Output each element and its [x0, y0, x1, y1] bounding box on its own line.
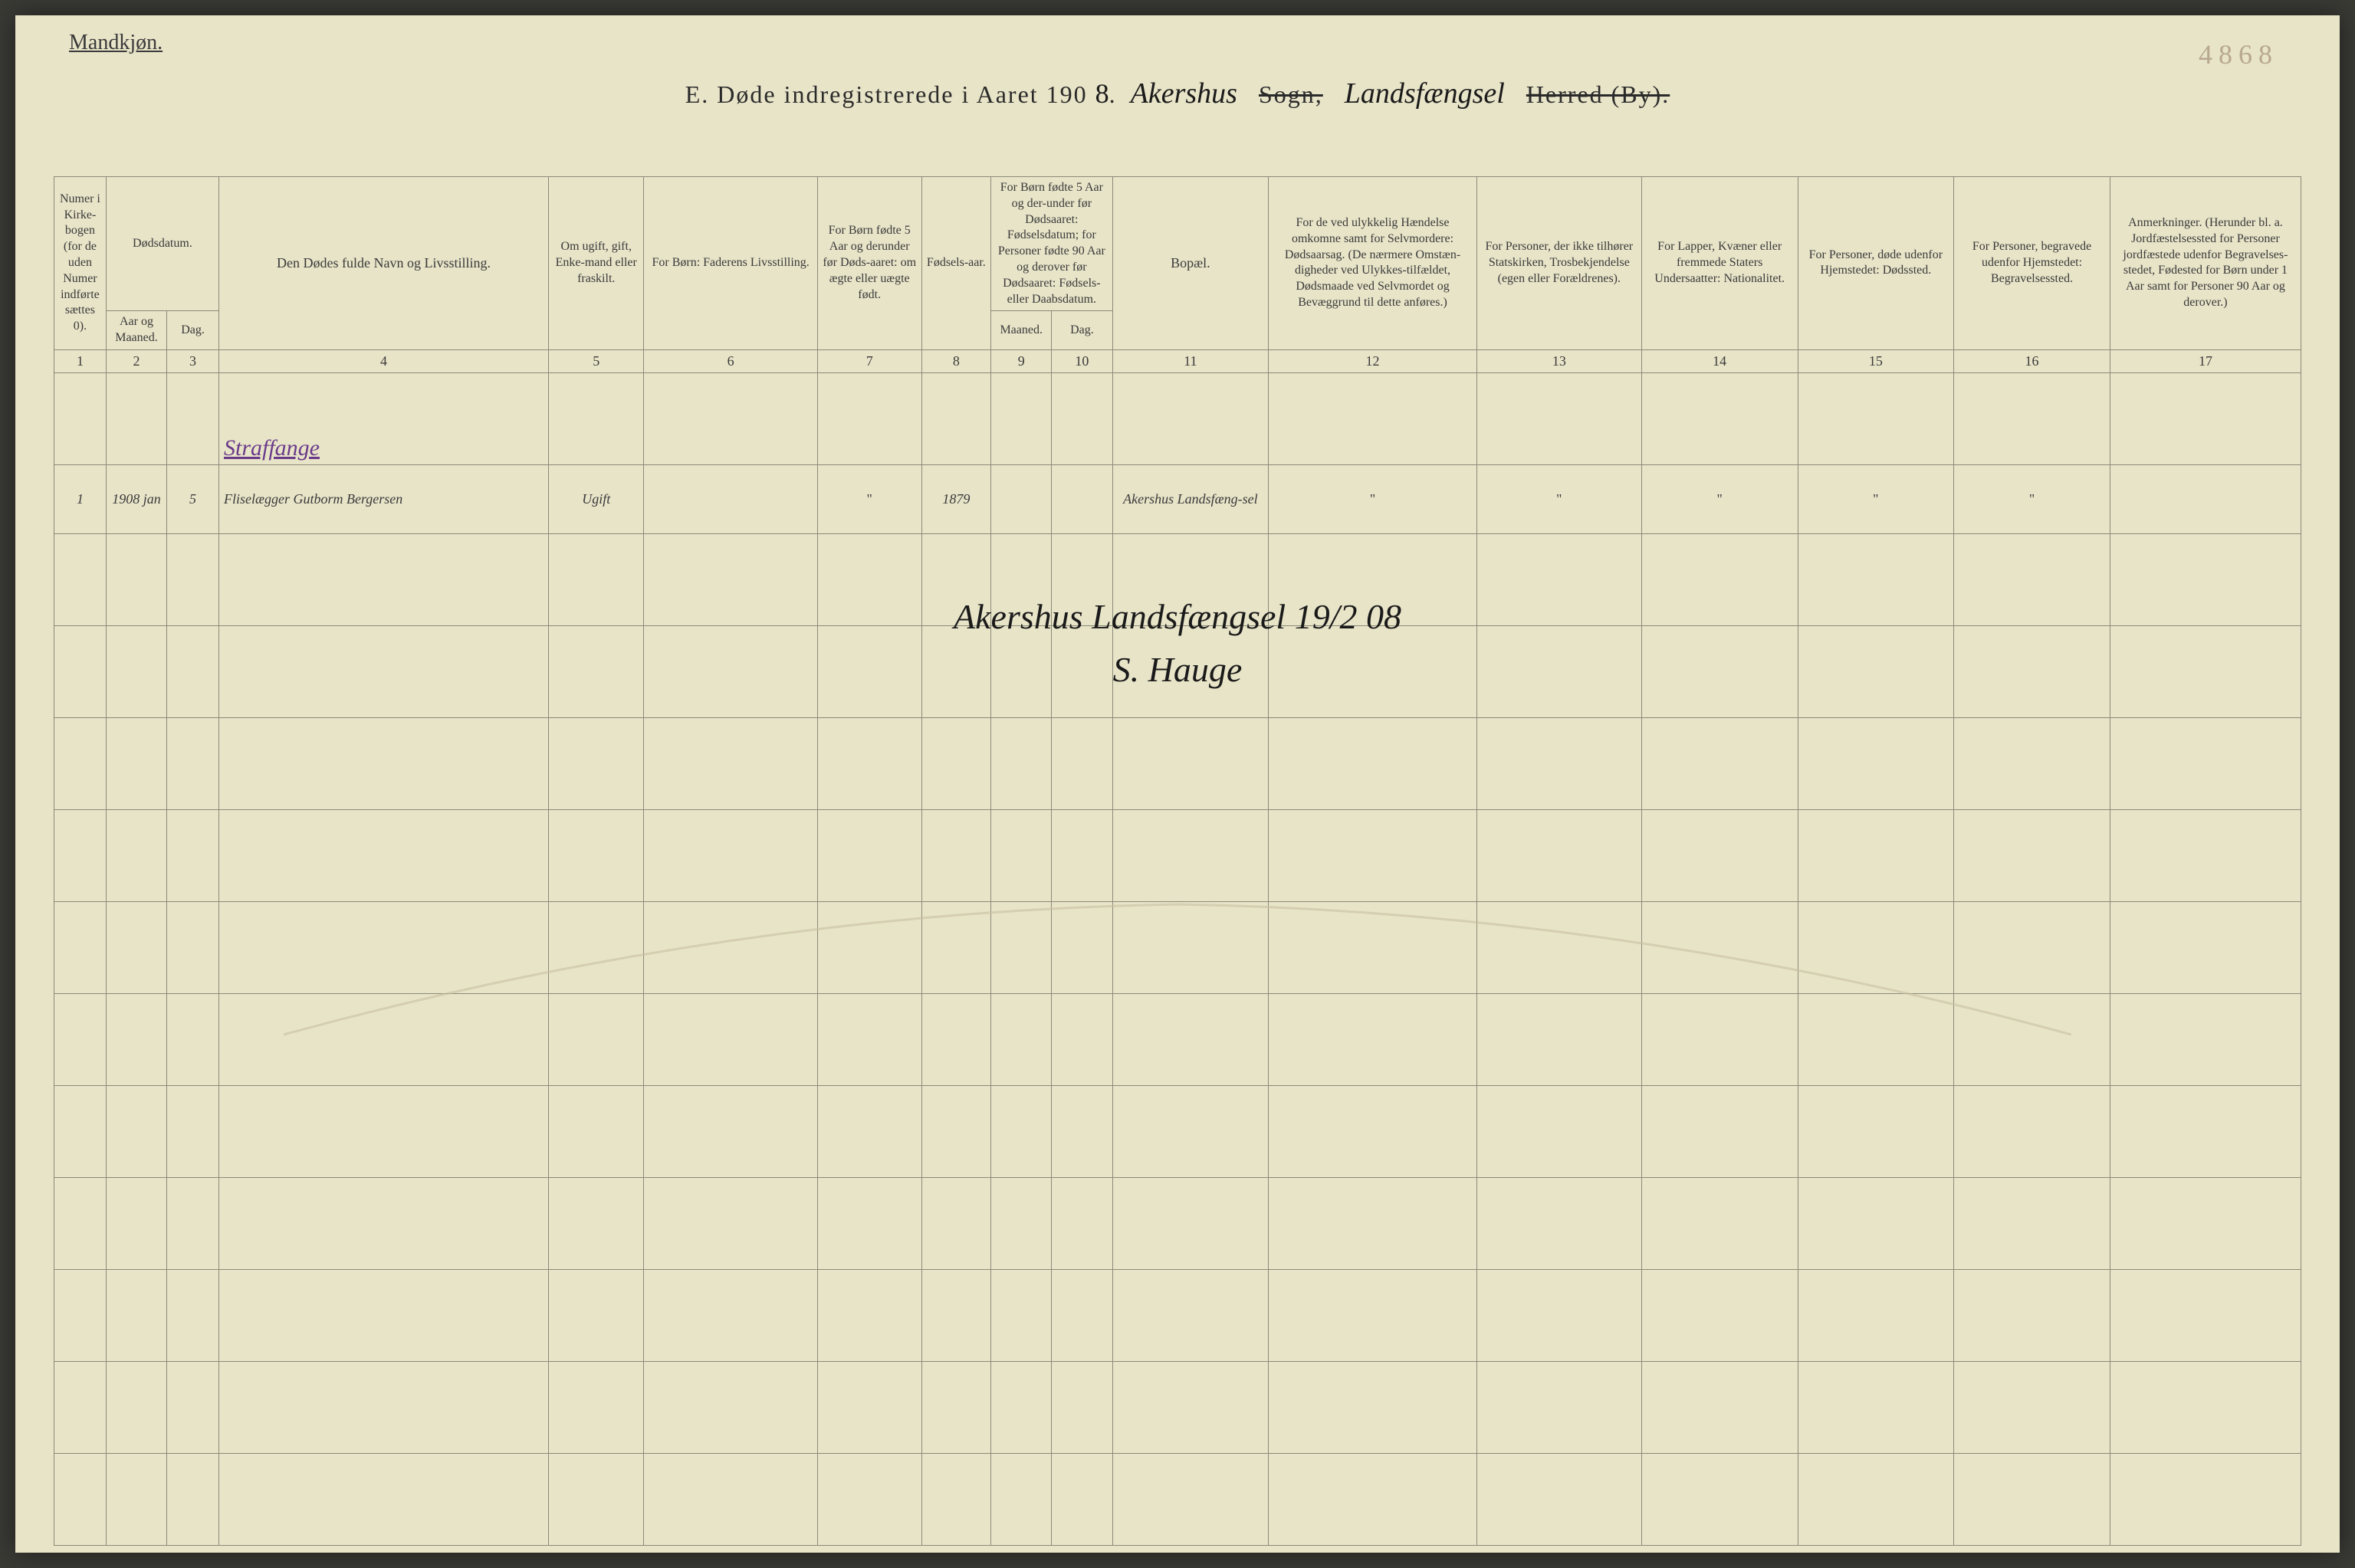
entry-residence: Akershus Landsfæng-sel [1112, 464, 1269, 533]
register-table: Numer i Kirke-bogen (for de uden Numer i… [54, 176, 2301, 1546]
colnum: 11 [1112, 349, 1269, 372]
col-header-dodsdatum: Dødsdatum. [106, 177, 218, 311]
col-header-9: Maaned. [991, 311, 1052, 350]
table-row: Straffange [54, 372, 2301, 464]
column-number-row: 1 2 3 4 5 6 7 8 9 10 11 12 13 14 15 16 1 [54, 349, 2301, 372]
col-header-4: Den Dødes fulde Navn og Livsstilling. [218, 177, 548, 350]
entry-c16: " [1954, 464, 2110, 533]
col-header-3: Dag. [167, 311, 219, 350]
col-header-12: For de ved ulykkelig Hændelse omkomne sa… [1269, 177, 1477, 350]
table-row: 1 1908 jan 5 Fliselægger Gutborm Bergers… [54, 464, 2301, 533]
colnum: 6 [644, 349, 817, 372]
colnum: 12 [1269, 349, 1477, 372]
colnum: 5 [549, 349, 644, 372]
colnum: 17 [2110, 349, 2301, 372]
entry-c7: " [817, 464, 921, 533]
colnum: 7 [817, 349, 921, 372]
entry-name: Fliselægger Gutborm Bergersen [218, 464, 548, 533]
entry-c6 [644, 464, 817, 533]
table-body: Straffange 1 1908 jan 5 Fliselægger Gutb… [54, 372, 2301, 1545]
table-row [54, 993, 2301, 1085]
register-page: Mandkjøn. 4868 E. Døde indregistrerede i… [15, 15, 2340, 1553]
colnum: 10 [1052, 349, 1112, 372]
colnum: 3 [167, 349, 219, 372]
entry-c17 [2110, 464, 2301, 533]
table-row [54, 625, 2301, 717]
col-header-2: Aar og Maaned. [106, 311, 166, 350]
colnum: 4 [218, 349, 548, 372]
col-header-13: For Personer, der ikke tilhører Statskir… [1476, 177, 1641, 350]
col-header-15: For Personer, døde udenfor Hjemstedet: D… [1798, 177, 1954, 350]
entry-c12: " [1269, 464, 1477, 533]
col-header-6: For Børn: Faderens Livsstilling. [644, 177, 817, 350]
prisoner-label: Straffange [224, 435, 320, 461]
colnum: 2 [106, 349, 166, 372]
table-row [54, 1085, 2301, 1177]
col-header-17: Anmerkninger. (Herunder bl. a. Jordfæste… [2110, 177, 2301, 350]
table-row [54, 533, 2301, 625]
entry-c10 [1052, 464, 1112, 533]
table-row [54, 901, 2301, 993]
table-row [54, 1361, 2301, 1453]
entry-number: 1 [54, 464, 107, 533]
entry-day: 5 [167, 464, 219, 533]
gender-label: Mandkjøn. [69, 31, 163, 55]
col-header-7: For Børn fødte 5 Aar og derunder før Død… [817, 177, 921, 350]
table-row [54, 1453, 2301, 1545]
table-head: Numer i Kirke-bogen (for de uden Numer i… [54, 177, 2301, 373]
col-header-16: For Personer, begravede udenfor Hjemsted… [1954, 177, 2110, 350]
colnum: 9 [991, 349, 1052, 372]
col-header-10: Dag. [1052, 311, 1112, 350]
colnum: 16 [1954, 349, 2110, 372]
table-row [54, 809, 2301, 901]
entry-c13: " [1476, 464, 1641, 533]
entry-c15: " [1798, 464, 1954, 533]
entry-year-month: 1908 jan [106, 464, 166, 533]
colnum: 15 [1798, 349, 1954, 372]
page-inner: Numer i Kirke-bogen (for de uden Numer i… [54, 54, 2301, 1514]
colnum: 1 [54, 349, 107, 372]
col-header-1: Numer i Kirke-bogen (for de uden Numer i… [54, 177, 107, 350]
table-row [54, 717, 2301, 809]
entry-marital: Ugift [549, 464, 644, 533]
col-header-birthdate: For Børn fødte 5 Aar og der-under før Dø… [991, 177, 1112, 311]
col-header-5: Om ugift, gift, Enke-mand eller fraskilt… [549, 177, 644, 350]
col-header-14: For Lapper, Kvæner eller fremmede Stater… [1641, 177, 1798, 350]
table-row [54, 1269, 2301, 1361]
entry-birth-year: 1879 [921, 464, 991, 533]
colnum: 8 [921, 349, 991, 372]
col-header-8: Fødsels-aar. [921, 177, 991, 350]
colnum: 14 [1641, 349, 1798, 372]
table-row [54, 1177, 2301, 1269]
entry-c9 [991, 464, 1052, 533]
col-header-11: Bopæl. [1112, 177, 1269, 350]
entry-c14: " [1641, 464, 1798, 533]
colnum: 13 [1476, 349, 1641, 372]
